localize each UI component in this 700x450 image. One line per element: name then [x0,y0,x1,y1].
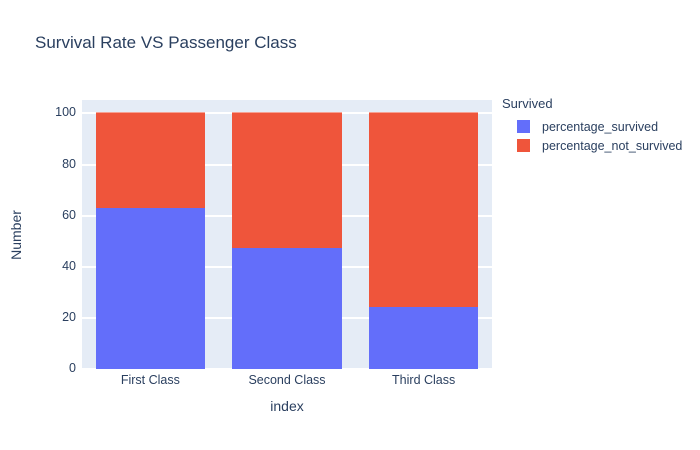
legend: Survived percentage_survived percentage_n… [502,96,698,155]
bar-segment-percentage_not_survived[interactable] [232,112,342,249]
y-tick-label: 100 [55,105,76,120]
legend-title: Survived [502,96,553,111]
legend-swatch-icon [517,120,530,133]
y-tick-label: 40 [62,258,76,273]
chart-title: Survival Rate VS Passenger Class [35,33,297,52]
legend-item-label: percentage_not_survived [542,138,683,153]
gridline [82,368,492,370]
bar-segment-percentage_not_survived[interactable] [369,112,479,308]
y-tick-label: 20 [62,309,76,324]
x-tick-label: Third Class [392,373,456,387]
legend-item-label: percentage_survived [542,119,659,134]
legend-items: percentage_survived percentage_not_surviv… [502,117,698,155]
bar-segment-percentage_survived[interactable] [95,208,205,369]
plot-area [82,100,492,370]
bar-segment-percentage_survived[interactable] [232,248,342,369]
legend-swatch-icon [517,139,530,152]
x-tick-label: Second Class [248,373,326,387]
x-tick-label: First Class [120,373,180,387]
y-tick-label: 0 [69,361,76,375]
y-tick-label: 80 [62,156,76,171]
y-axis-title: Number [8,210,24,260]
legend-item-percentage_not_survived[interactable]: percentage_not_survived [502,136,698,155]
bar-segment-percentage_not_survived[interactable] [95,112,205,209]
y-tick-label: 60 [62,207,76,222]
x-axis-title: index [270,398,304,414]
bar-segment-percentage_survived[interactable] [369,307,479,369]
legend-item-percentage_survived[interactable]: percentage_survived [502,117,698,136]
